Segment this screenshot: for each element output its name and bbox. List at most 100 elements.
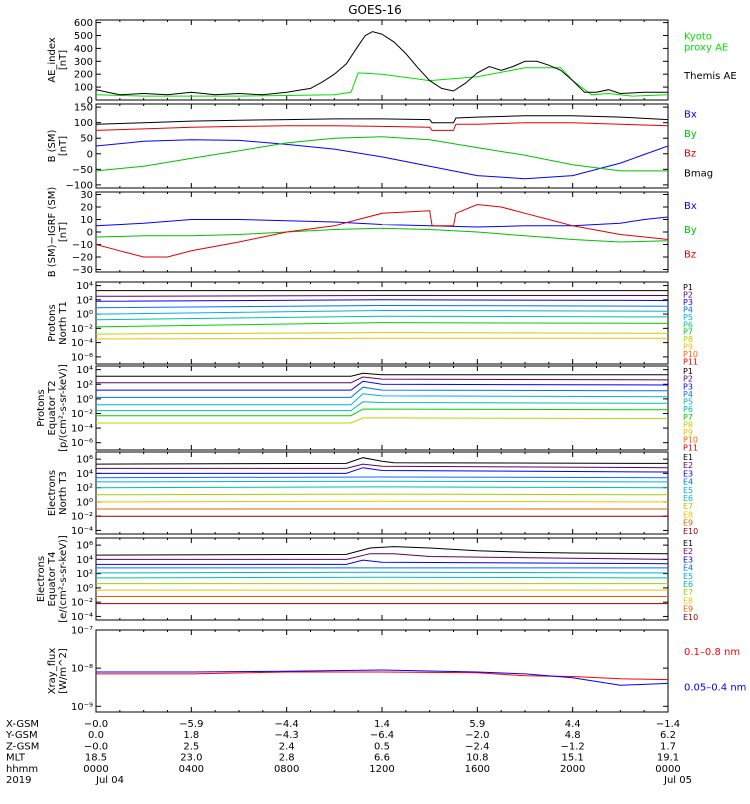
x-axis-row-label: 2019 [6, 775, 31, 786]
panel-2: −100 −50 0 50 100 150 B (SM)[nT] Bx By Bz Bmag [47, 103, 713, 192]
legend-label: E10 [683, 613, 698, 622]
legend-label: P10 [683, 436, 698, 445]
y-tick-label: 10⁻² [71, 409, 93, 420]
legend-label: E5 [683, 572, 693, 581]
series-line-2-2 [96, 203, 668, 258]
y-axis-label-line: Equator T4 [47, 552, 58, 607]
x-axis-value: 1.7 [660, 741, 676, 752]
legend-label: E1 [683, 453, 693, 462]
x-axis-row-label: hhmm [6, 764, 38, 775]
y-axis-label-line: B (SM) [47, 129, 58, 162]
x-axis-value: 0800 [274, 764, 299, 775]
series-line-6-5 [96, 576, 668, 579]
legend-label: P2 [683, 290, 693, 299]
y-tick-label: 200 [74, 70, 93, 81]
y-axis-label: ElectronsEquator T4[e/(cm²-s-sr-keV)] [36, 535, 69, 623]
series-line-5-5 [96, 486, 668, 489]
legend-label: 0.1–0.8 nm [684, 647, 740, 658]
y-tick-label: −20 [72, 253, 93, 264]
legend-label: 0.05–0.4 nm [684, 683, 746, 694]
series-line-1-0 [96, 139, 668, 180]
x-axis-value: Jul 05 [663, 775, 692, 786]
y-axis-label: ElectronsNorth T3 [47, 470, 69, 516]
y-tick-label: 10⁰ [76, 310, 93, 321]
series-line-5-4 [96, 480, 668, 483]
y-tick-label: 0 [87, 228, 93, 239]
panel-frame [95, 103, 669, 189]
legend-label: E8 [683, 510, 693, 519]
y-axis-label-line: [nT] [58, 222, 69, 242]
legend-label-line: Bx [684, 110, 697, 121]
x-axis-value: 0000 [83, 764, 108, 775]
legend-label-line: 0.05–0.4 nm [684, 683, 746, 694]
legend-label: P7 [683, 328, 693, 337]
legend-label: E3 [683, 469, 693, 478]
x-axis-value: 18.5 [85, 753, 107, 764]
series-line-6-2 [96, 559, 668, 565]
y-axis-label-line: [p/(cm²-s-sr-keV)] [58, 364, 69, 452]
series-line-6-0 [96, 546, 668, 556]
series-line-3-2 [96, 299, 668, 302]
legend-label: P8 [683, 420, 693, 429]
y-tick-label: 10⁻² [71, 324, 93, 335]
legend-label: E10 [683, 527, 698, 536]
x-axis-value: 4.8 [565, 730, 581, 741]
y-tick-label: 10⁰ [76, 497, 93, 508]
x-axis-value: 0.0 [88, 730, 104, 741]
legend-label-line: Bz [684, 149, 696, 160]
series-line-5-6 [96, 493, 668, 496]
y-tick-label: 30 [80, 190, 93, 201]
x-axis-value: 2.4 [279, 741, 295, 752]
x-axis-value: 15.1 [562, 753, 584, 764]
x-axis-row-label: MLT [6, 753, 26, 764]
y-tick-label: −50 [72, 165, 93, 176]
series-line-0-1 [96, 31, 668, 96]
x-axis-value: −0.0 [84, 741, 108, 752]
legend-label: P5 [683, 398, 693, 407]
legend-label: E6 [683, 494, 693, 503]
legend-label: E7 [683, 502, 693, 511]
panel-frame [95, 537, 669, 621]
x-axis-value: −4.4 [275, 719, 299, 730]
y-tick-label: 10⁻⁴ [71, 526, 93, 537]
y-axis-label-line: B (SM)−IGRF (SM) [47, 187, 58, 278]
legend-label: P4 [683, 390, 693, 399]
y-axis-label-line: Protons [47, 304, 58, 341]
x-axis-value: 0.5 [374, 741, 390, 752]
legend-label: P8 [683, 335, 693, 344]
y-tick-label: 10⁴ [76, 365, 93, 376]
x-axis-value: 10.8 [466, 753, 488, 764]
y-tick-label: −30 [72, 265, 93, 276]
x-axis-value: 6.6 [374, 753, 390, 764]
legend-label-line: By [684, 129, 697, 140]
legend-label-line: Themis AE [683, 71, 737, 82]
legend-label: Themis AE [683, 71, 737, 82]
legend-label: E9 [683, 605, 693, 614]
legend-label: Bx [684, 201, 697, 212]
series-group [96, 290, 668, 340]
x-axis-value: 0000 [655, 764, 680, 775]
legend-label: Bz [684, 249, 696, 260]
legend-label: P6 [683, 320, 693, 329]
legend-label: P9 [683, 428, 693, 437]
y-tick-label: 150 [74, 103, 93, 114]
y-tick-label: 10⁰ [76, 394, 93, 405]
panel-5: 10⁻⁶ 10⁻⁴ 10⁻² 10⁰ 10² 10⁴ ProtonsEquator T2[p… [36, 364, 698, 452]
legend-label: P10 [683, 350, 698, 359]
legend-label: E4 [683, 478, 693, 487]
series-group [96, 457, 668, 517]
y-tick-label: 100 [74, 83, 93, 94]
x-axis-value: 5.9 [469, 719, 485, 730]
series-group [96, 115, 668, 180]
y-tick-label: 20 [80, 203, 93, 214]
legend-label-line: 0.1–0.8 nm [684, 647, 740, 658]
x-axis-value: 23.0 [180, 753, 202, 764]
x-axis-value: 19.1 [657, 753, 679, 764]
x-axis-value: 0400 [179, 764, 204, 775]
y-axis-label: Xray_flux[W/m^2] [47, 648, 69, 695]
series-group [96, 372, 668, 424]
y-tick-label: 10⁻⁷ [71, 626, 93, 637]
series-line-3-4 [96, 309, 668, 315]
